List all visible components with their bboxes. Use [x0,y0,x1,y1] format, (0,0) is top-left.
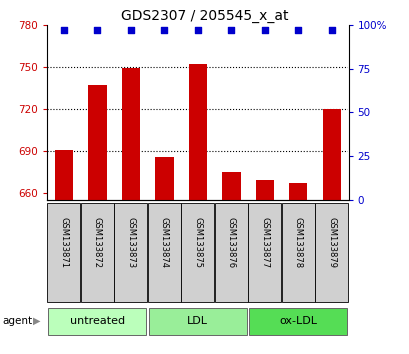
Bar [222,172,240,200]
Point [261,27,267,33]
Text: ▶: ▶ [33,316,40,326]
Bar [281,203,314,302]
Bar [81,203,114,302]
Bar [88,85,106,200]
Point [161,27,167,33]
Point [194,27,201,33]
Bar [188,64,207,200]
Point [227,27,234,33]
Bar [214,203,247,302]
Text: GSM133875: GSM133875 [193,217,202,268]
Point [294,27,301,33]
Bar [181,203,214,302]
Bar [248,203,281,302]
Bar [155,156,173,200]
Bar [148,308,246,335]
Bar [114,203,147,302]
Text: untreated: untreated [70,316,125,326]
Point [127,27,134,33]
Point [94,27,101,33]
Text: GSM133872: GSM133872 [93,217,101,268]
Text: GSM133876: GSM133876 [226,217,235,268]
Text: GSM133878: GSM133878 [293,217,302,268]
Bar [249,308,346,335]
Point [61,27,67,33]
Bar [48,308,146,335]
Bar [47,203,80,302]
Bar [322,109,340,200]
Text: GSM133874: GSM133874 [160,217,169,268]
Bar [255,181,273,200]
Text: GSM133879: GSM133879 [326,217,335,268]
Bar [315,203,347,302]
Bar [121,68,140,200]
Point [328,27,334,33]
Text: GSM133877: GSM133877 [260,217,269,268]
Text: ox-LDL: ox-LDL [279,316,317,326]
Text: GDS2307 / 205545_x_at: GDS2307 / 205545_x_at [121,9,288,23]
Text: GSM133873: GSM133873 [126,217,135,268]
Bar [288,183,307,200]
Text: GSM133871: GSM133871 [59,217,68,268]
Bar [148,203,180,302]
Bar [54,149,73,200]
Text: LDL: LDL [187,316,208,326]
Text: agent: agent [2,316,32,326]
